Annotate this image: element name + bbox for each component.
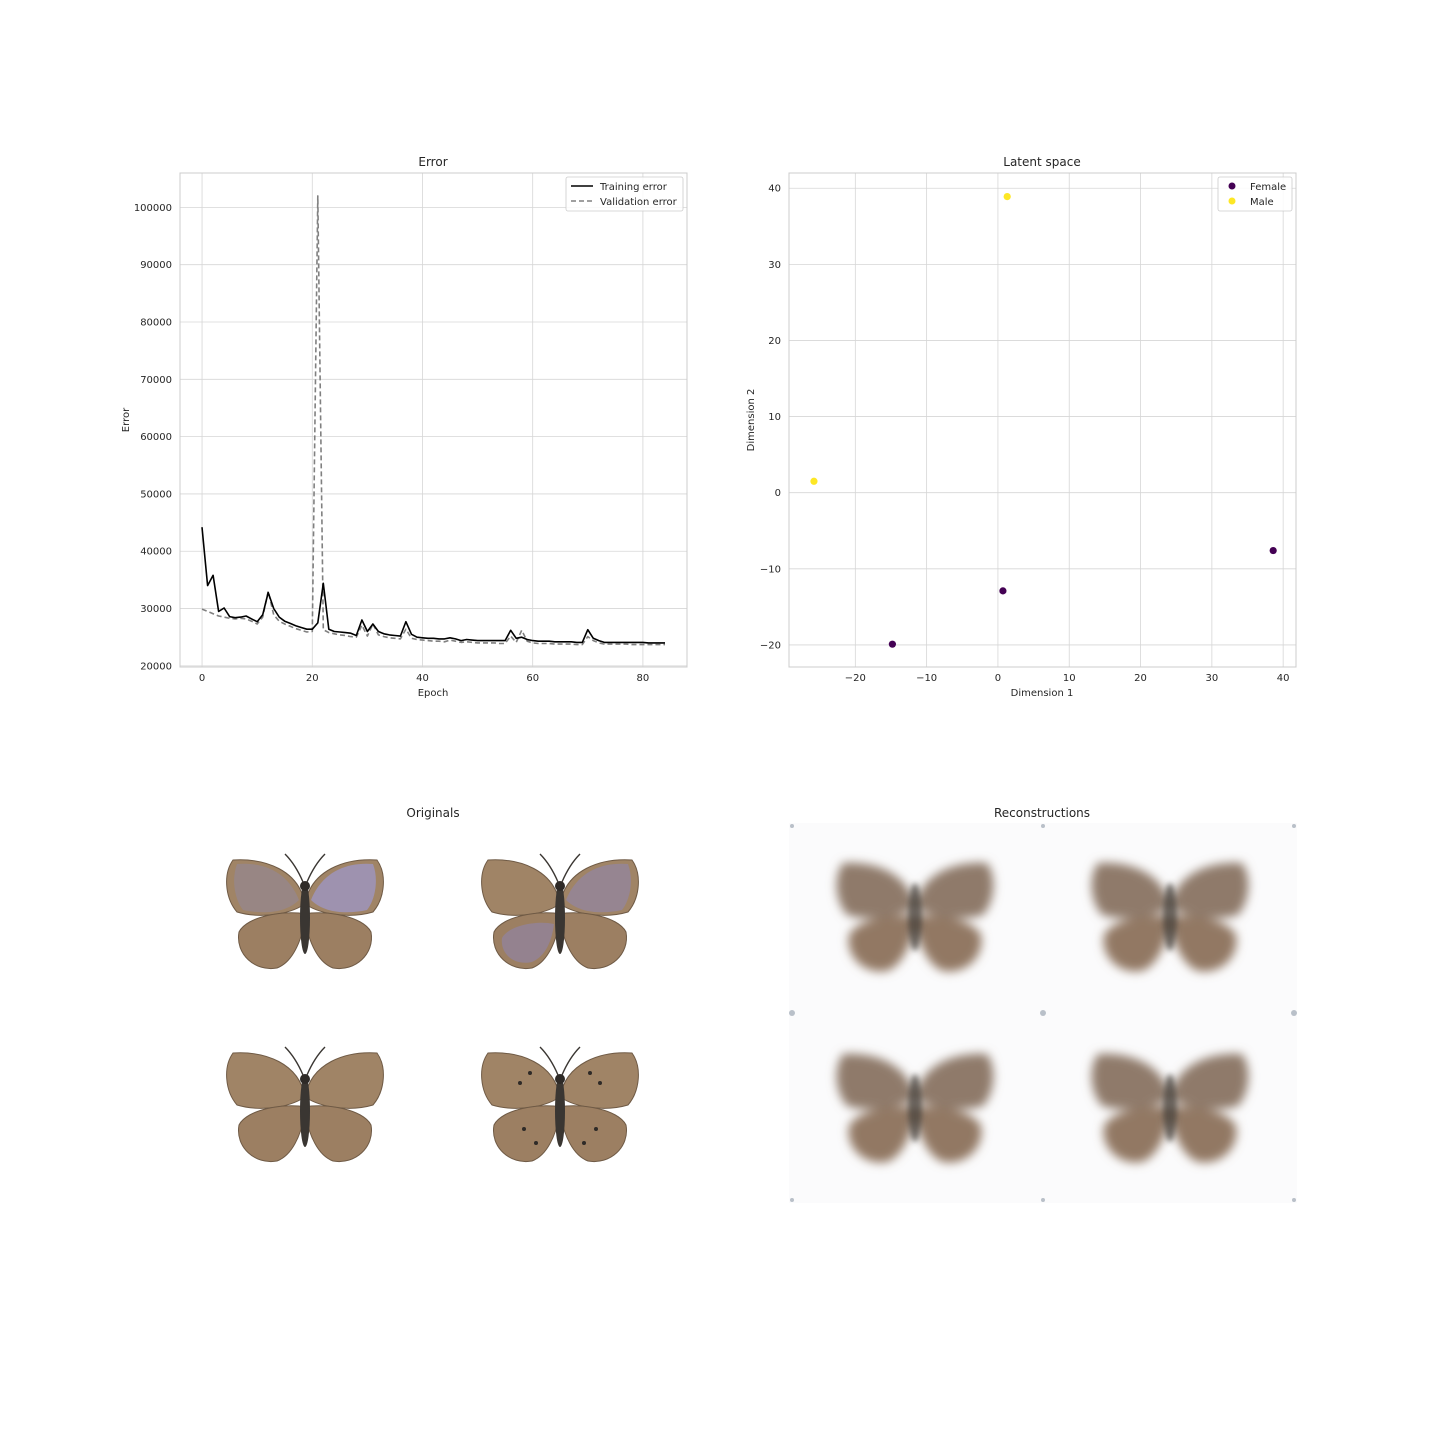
latent-chart-x-tick-label: 0 [995,673,1001,684]
reconstruction-4 [1091,1053,1249,1163]
reconstruction-3 [836,1053,994,1163]
error-chart-y-tick-label: 70000 [140,375,172,386]
scatter-point-female [888,640,896,648]
latent-chart-x-tick-label: 20 [1134,673,1147,684]
error-chart-frame [179,172,688,668]
error-chart-x-tick-label: 20 [306,673,319,684]
latent-chart-x-tick-label: 40 [1277,673,1290,684]
latent-chart-x-label: Dimension 1 [1011,688,1074,699]
original-butterfly-3 [225,1046,385,1163]
legend-male-label: Male [1250,197,1274,208]
latent-chart-y-tick-label: −10 [760,564,781,575]
legend-box [1217,176,1293,212]
reconstruction-edge-artifacts [789,824,1297,1202]
latent-chart-y-tick-label: −20 [760,640,781,651]
error-chart-y-tick-label: 60000 [140,432,172,443]
error-chart-y-ticks: 20000 30000 40000 50000 60000 70000 80000 90000… [134,203,172,672]
original-butterfly-4 [480,1046,640,1163]
legend-training-label: Training error [599,182,668,193]
originals-panel: Originals [225,806,640,1163]
latent-chart-x-tick-label: 30 [1205,673,1218,684]
legend-box [565,176,684,212]
validation-error-line [201,195,665,646]
latent-chart-gridlines [789,173,1296,667]
latent-chart-y-tick-label: 30 [768,260,781,271]
error-chart-x-tick-label: 40 [416,673,429,684]
legend-validation-label: Validation error [600,197,678,208]
latent-chart-legend: Female Male [1217,176,1293,212]
error-chart-y-tick-label: 80000 [140,318,172,329]
latent-chart-x-tick-label: −20 [845,673,866,684]
error-chart-y-tick-label: 40000 [140,547,172,558]
error-chart-x-tick-label: 60 [526,673,539,684]
legend-male-marker [1228,197,1236,205]
error-chart-x-tick-label: 80 [637,673,650,684]
training-error-line [201,527,665,644]
error-chart-y-tick-label: 30000 [140,604,172,615]
latent-chart-x-tick-label: −10 [916,673,937,684]
legend-female-label: Female [1250,182,1286,193]
reconstruction-2 [1091,862,1249,972]
latent-chart-points [810,192,1277,648]
error-chart-gridlines [180,173,687,667]
reconstructions-panel: Reconstructions [789,806,1297,1203]
error-chart-x-label: Epoch [418,688,449,699]
latent-chart-x-tick-label: 10 [1063,673,1076,684]
latent-chart-x-ticks: −20 −10 0 10 20 30 40 [845,673,1290,684]
latent-chart-y-tick-label: 20 [768,336,781,347]
error-chart-y-label: Error [121,407,132,432]
error-chart-title: Error [418,155,447,169]
scatter-point-female [999,587,1007,595]
latent-chart-y-tick-label: 40 [768,184,781,195]
error-chart-y-tick-label: 100000 [134,203,172,214]
originals-title: Originals [406,806,459,820]
scatter-point-male [1003,192,1011,201]
latent-space-chart: −20 −10 0 10 20 30 40 −20 −10 0 10 20 30 40 Latent s… [746,155,1297,699]
error-chart-y-tick-label: 90000 [140,260,172,271]
latent-chart-y-tick-label: 0 [775,488,781,499]
latent-chart-y-tick-label: 10 [768,412,781,423]
error-chart-legend: Training error Validation error [565,176,684,212]
error-chart: 0 20 40 60 80 20000 30000 40000 50000 60000 70000… [121,155,688,699]
scatter-point-male [810,477,818,485]
original-butterfly-1 [225,853,385,970]
error-chart-lines [201,195,665,646]
error-chart-x-tick-label: 0 [199,673,205,684]
reconstructions-title: Reconstructions [994,806,1090,820]
scatter-point-female [1269,546,1277,555]
original-butterfly-2 [480,853,640,970]
error-chart-y-tick-label: 50000 [140,489,172,500]
error-chart-x-ticks: 0 20 40 60 80 [199,673,649,684]
reconstruction-1 [836,862,994,972]
latent-chart-title: Latent space [1003,155,1080,169]
latent-chart-y-label: Dimension 2 [746,389,757,452]
legend-female-marker [1228,182,1236,190]
error-chart-y-tick-label: 20000 [140,661,172,672]
latent-chart-y-ticks: −20 −10 0 10 20 30 40 [760,184,781,652]
latent-chart-frame [788,172,1297,668]
